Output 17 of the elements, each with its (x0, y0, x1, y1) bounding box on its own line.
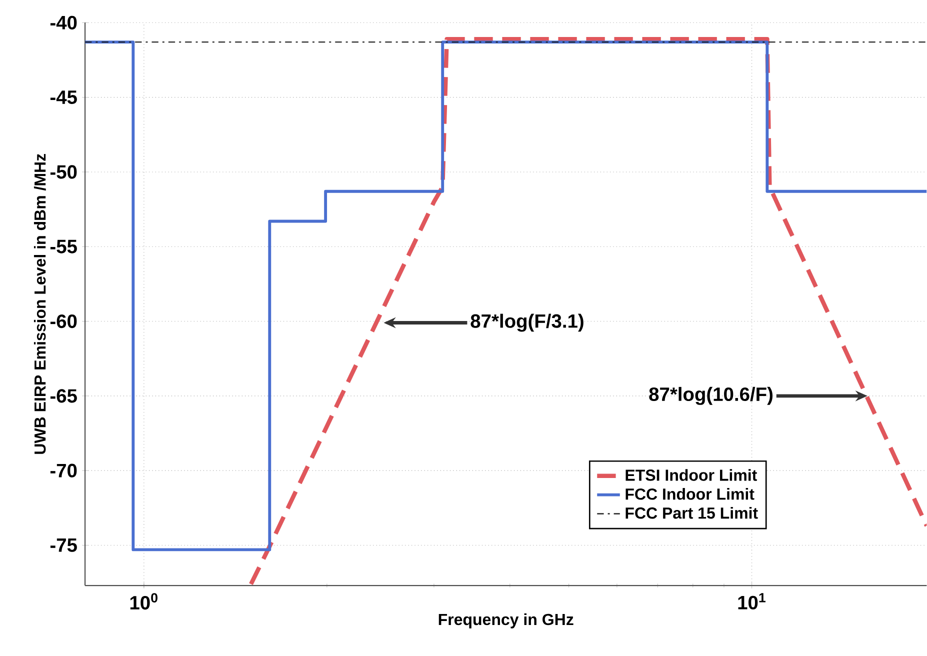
x-tick-label: 10$^{0}$ (130, 592, 158, 610)
annotation: 87*log(F/3.1) (470, 314, 584, 332)
y-tick-label: -50 (50, 165, 77, 179)
y-tick-label: -75 (50, 538, 77, 552)
y-axis-title: UWB EIRP Emission Level in dBm /MHz (34, 154, 46, 454)
x-tick-label: 10$^{1}$ (738, 592, 766, 610)
y-tick-label: -60 (50, 314, 77, 328)
y-tick-label: -55 (50, 240, 77, 254)
y-tick-label: -70 (50, 464, 77, 478)
x-axis-title: Frequency in GHz (438, 613, 574, 628)
legend-label: FCC Part 15 Limit (626, 506, 758, 519)
legend-label: FCC Indoor Limit (626, 488, 754, 500)
y-tick-label: -40 (50, 16, 77, 30)
y-tick-label: -65 (50, 389, 77, 403)
annotation: 87*log(10.6/F) (649, 386, 772, 405)
y-tick-label: -45 (50, 90, 77, 104)
legend-label: ETSI Indoor Limit (626, 469, 757, 481)
